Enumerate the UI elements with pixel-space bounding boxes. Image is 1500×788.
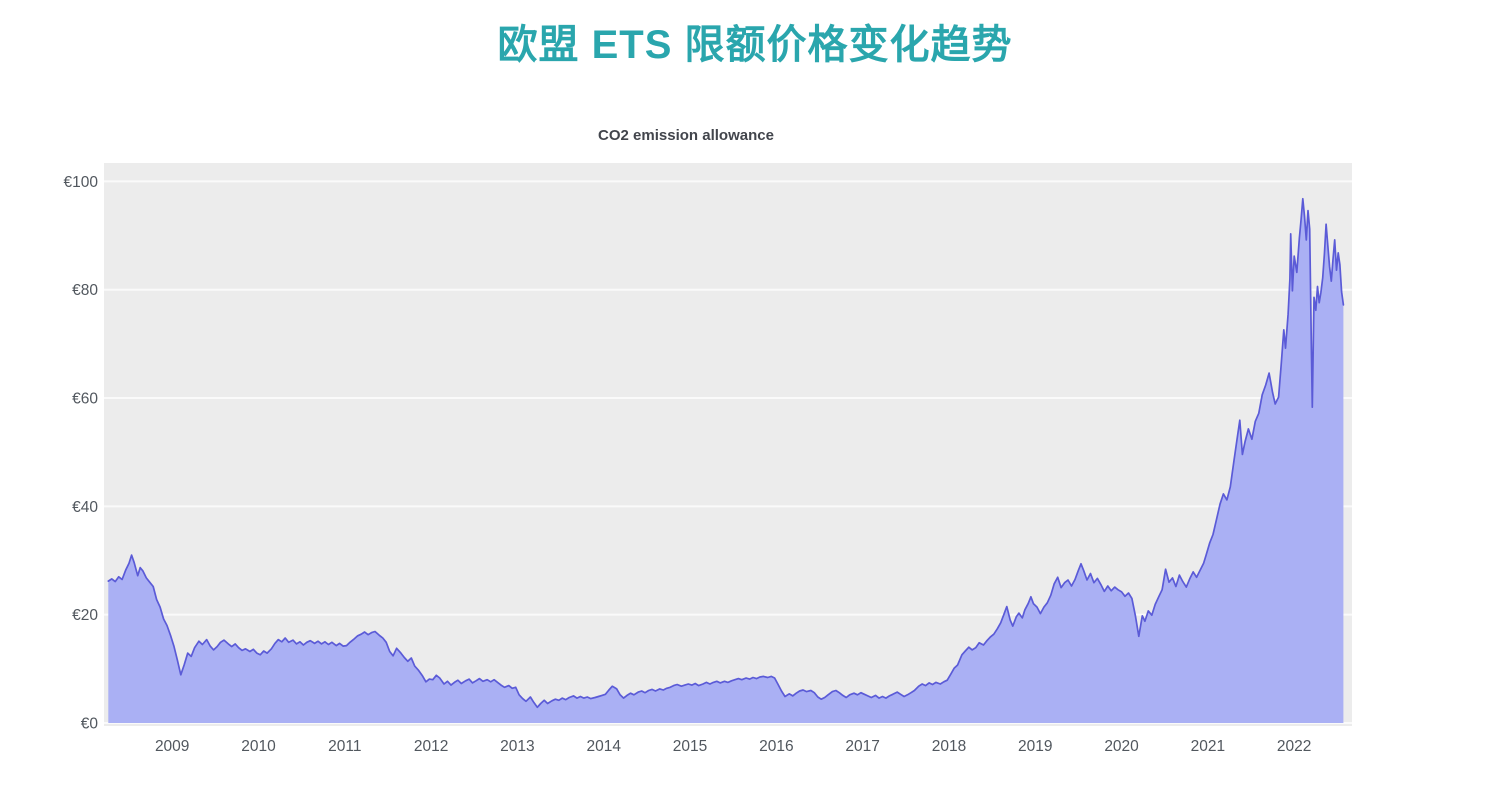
x-axis-tick-label: 2009 (155, 738, 189, 755)
y-axis-tick-label: €0 (81, 716, 99, 733)
y-axis-tick-label: €80 (72, 282, 98, 299)
x-axis-tick-label: 2013 (500, 738, 534, 755)
x-axis-tick-label: 2017 (845, 738, 879, 755)
x-axis-tick-label: 2019 (1018, 738, 1052, 755)
x-axis-tick-label: 2012 (414, 738, 448, 755)
x-axis-tick-label: 2021 (1191, 738, 1225, 755)
x-axis-tick-label: 2015 (673, 738, 707, 755)
y-axis-tick-label: €20 (72, 607, 98, 624)
x-axis-tick-label: 2010 (241, 738, 276, 755)
x-axis-tick-label: 2018 (932, 738, 966, 755)
chart-main-title: 欧盟 ETS 限额价格变化趋势 (497, 23, 1013, 67)
price-line (107, 197, 1345, 709)
x-axis-tick-label: 2020 (1104, 738, 1139, 755)
x-axis-tick-label: 2016 (759, 738, 793, 755)
y-axis-tick-label: €60 (72, 391, 98, 408)
chart-subtitle: CO2 emission allowance (598, 127, 774, 144)
price-area-fill (108, 198, 1344, 723)
y-axis-tick-label: €100 (64, 174, 99, 191)
y-axis-tick-label: €40 (72, 499, 98, 516)
x-axis-tick-label: 2014 (586, 738, 621, 755)
x-axis-tick-label: 2011 (328, 738, 361, 755)
x-axis-tick-label: 2022 (1277, 738, 1311, 755)
